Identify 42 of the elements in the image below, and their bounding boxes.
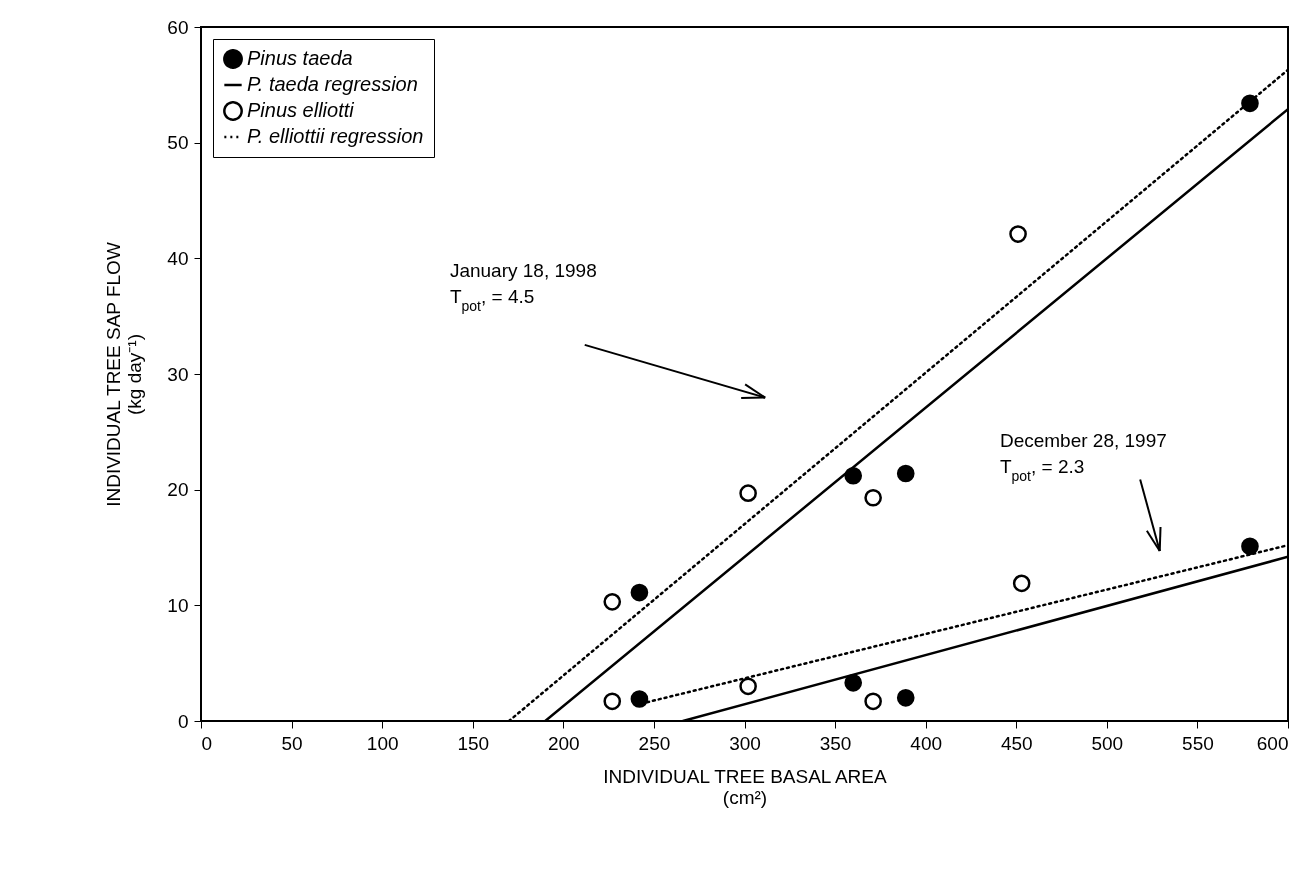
point	[630, 690, 649, 708]
point	[844, 674, 863, 692]
x-tick-label: 450	[1000, 732, 1033, 754]
legend-label: Pinus elliotti	[247, 99, 355, 121]
x-tick-label: 600	[1256, 732, 1289, 754]
x-tick-label: 50	[281, 732, 303, 754]
point	[739, 677, 757, 696]
point	[896, 689, 915, 707]
x-tick-label: 550	[1182, 732, 1214, 754]
y-tick-label: 50	[167, 132, 189, 154]
legend-label: P. taeda regression	[247, 73, 418, 95]
legend-label: Pinus taeda	[247, 47, 353, 69]
y-tick-label: 20	[167, 479, 189, 501]
point	[1009, 225, 1027, 243]
x-tick-label: 300	[729, 732, 761, 754]
x-tick-label: 400	[910, 732, 943, 754]
x-tick-label: 150	[457, 732, 490, 754]
y-tick-label: 30	[167, 363, 189, 385]
legend-label: P. elliottii regression	[247, 125, 424, 147]
x-tick-label: 250	[638, 732, 671, 754]
point	[630, 583, 649, 602]
annotation: January 18, 1998 T$_{pot}$, = 4.5	[449, 259, 597, 314]
y-axis-title: INDIVIDUAL TREE SAP FLOW (kg day⁻¹)	[103, 242, 146, 507]
point	[896, 464, 915, 483]
point	[739, 484, 757, 502]
y-tick-label: 10	[167, 594, 189, 616]
point	[1012, 574, 1031, 593]
x-tick-label: 350	[819, 732, 852, 754]
y-tick-label: 40	[167, 247, 189, 269]
y-tick-label: 60	[167, 16, 189, 38]
x-tick-label: 500	[1091, 732, 1124, 754]
x-tick-label: 200	[547, 732, 580, 754]
point	[864, 692, 882, 711]
x-tick-label: 100	[366, 732, 399, 754]
point	[603, 692, 622, 711]
x-axis-title: INDIVIDUAL TREE BASAL AREA (cm²)	[603, 765, 887, 808]
annotation: December 28, 1997 T$_{pot}$, = 2.3	[999, 429, 1167, 484]
point	[864, 488, 882, 507]
point	[1241, 537, 1259, 556]
y-tick-label: 0	[177, 710, 189, 732]
point	[603, 593, 622, 611]
x-tick-label: 0	[201, 732, 213, 754]
